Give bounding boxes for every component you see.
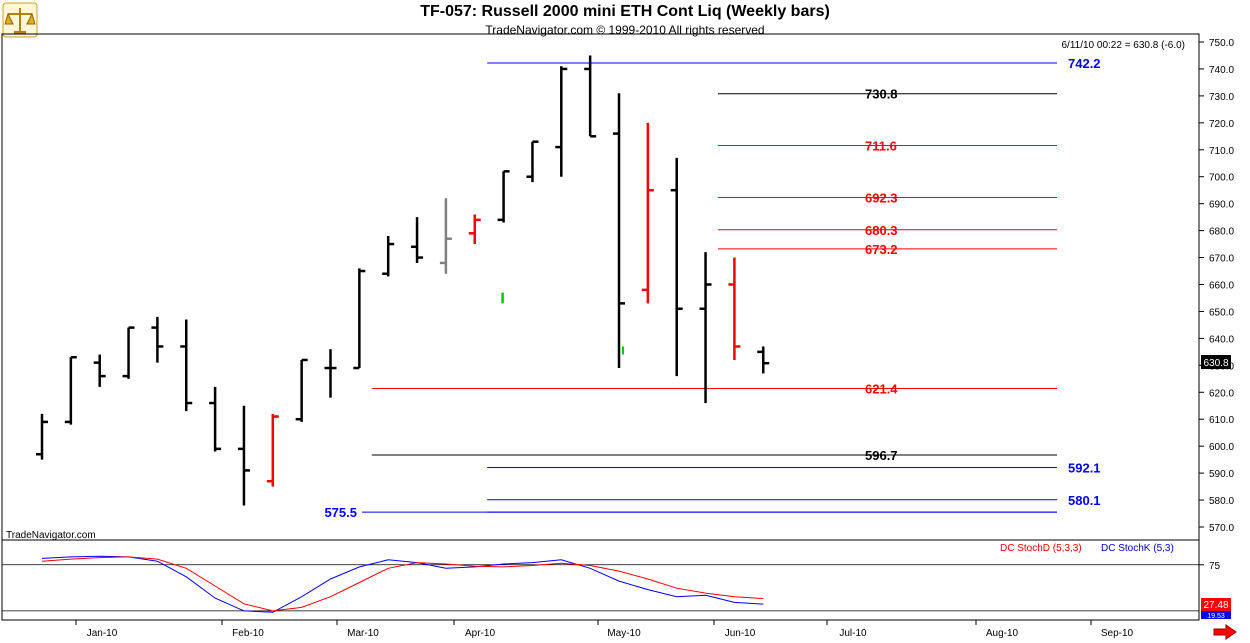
- price-tick-label: 680.0: [1209, 227, 1234, 238]
- price-tick-label: 580.0: [1209, 496, 1234, 507]
- level-label: 621.4: [865, 382, 898, 397]
- stoch-k-line: [41, 555, 764, 613]
- time-axis: Jan-10 Feb-10 Mar-10 Apr-10 May-10 Jun-10 Jul-…: [75, 620, 1134, 639]
- price-tick-label: 710.0: [1209, 146, 1234, 157]
- time-tick-label: Sep-10: [1101, 628, 1134, 639]
- price-tick-label: 720.0: [1209, 119, 1234, 130]
- level-label: 692.3: [865, 190, 898, 205]
- stoch-d-value-label: 27.48: [1203, 600, 1228, 611]
- time-tick-label: Jun-10: [725, 628, 756, 639]
- price-tick-label: 650.0: [1209, 307, 1234, 318]
- price-tick-label: 740.0: [1209, 65, 1234, 76]
- last-price-tag: [1201, 355, 1231, 369]
- time-tick-label: May-10: [607, 628, 641, 639]
- price-tick-label: 660.0: [1209, 281, 1234, 292]
- time-tick-label: Mar-10: [347, 628, 379, 639]
- stoch-d-line: [41, 556, 764, 612]
- price-tick-label: 610.0: [1209, 415, 1234, 426]
- stoch-k-legend: DC StochK (5,3): [1101, 543, 1174, 554]
- level-label: 580.1: [1068, 493, 1101, 508]
- time-tick-label: Apr-10: [465, 628, 495, 639]
- price-tick-label: 750.0: [1209, 38, 1234, 49]
- chart-title: TF-057: Russell 2000 mini ETH Cont Liq (…: [420, 3, 830, 20]
- level-label: 575.5: [324, 505, 357, 520]
- stochastic-panel: 75: [2, 555, 1221, 613]
- status-readout: 6/11/10 00:22 = 630.8 (-6.0): [1061, 40, 1185, 51]
- level-label: 673.2: [865, 242, 898, 257]
- level-label: 730.8: [865, 87, 898, 102]
- price-axis: 570.0580.0590.0600.0610.0620.0630.0640.0…: [1199, 38, 1234, 534]
- stoch-d-value-tag: [1201, 598, 1231, 611]
- price-tick-label: 590.0: [1209, 469, 1234, 480]
- price-tick-label: 690.0: [1209, 200, 1234, 211]
- time-tick-label: Aug-10: [986, 628, 1019, 639]
- fib-levels: 742.2 730.8 711.6 692.3 680.3 673.2 621.4 596.7…: [324, 56, 1100, 520]
- watermark-label: TradeNavigator.com: [6, 530, 96, 541]
- time-tick-label: Jan-10: [87, 628, 118, 639]
- level-label: 680.3: [865, 223, 898, 238]
- level-label: 742.2: [1068, 56, 1101, 71]
- stoch-tick-label: 75: [1209, 561, 1221, 572]
- price-tick-label: 640.0: [1209, 334, 1234, 345]
- last-price-label: 630.8: [1203, 358, 1228, 369]
- time-tick-label: Jul-10: [839, 628, 867, 639]
- stoch-d-legend: DC StochD (5,3,3): [1000, 543, 1082, 554]
- level-label: 592.1: [1068, 460, 1101, 475]
- price-tick-label: 620.0: [1209, 388, 1234, 399]
- stoch-k-value-tag: [1201, 611, 1231, 619]
- level-label: 711.6: [865, 138, 897, 153]
- price-tick-label: 700.0: [1209, 173, 1234, 184]
- time-tick-label: Feb-10: [232, 628, 264, 639]
- price-tick-label: 670.0: [1209, 254, 1234, 265]
- level-label: 596.7: [865, 448, 898, 463]
- scroll-right-arrow-icon[interactable]: [1212, 624, 1238, 640]
- price-tick-label: 730.0: [1209, 92, 1234, 103]
- price-tick-label: 600.0: [1209, 442, 1234, 453]
- price-panel-frame: [1, 33, 1200, 541]
- price-tick-label: 570.0: [1209, 523, 1234, 534]
- price-bars: [36, 55, 770, 506]
- stoch-k-value-label: 19.53: [1207, 613, 1225, 620]
- scales-logo-icon: [2, 2, 38, 38]
